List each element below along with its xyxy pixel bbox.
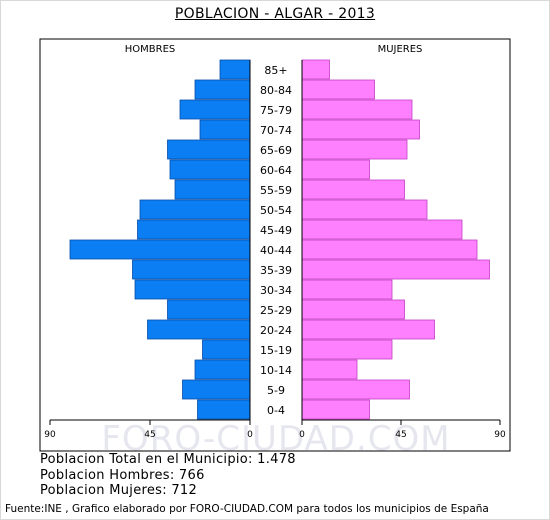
female-bar-25-29: [301, 299, 405, 320]
female-bar-30-34: [301, 279, 393, 300]
x-tick-label-5: 90: [494, 430, 506, 440]
male-bar-50-54: [139, 199, 251, 220]
age-label-55-59: 55-59: [260, 184, 292, 197]
chart-title: POBLACION - ALGAR - 2013: [174, 6, 376, 22]
female-bar-15-19: [301, 339, 393, 360]
stat-mujeres: Poblacion Mujeres: 712: [40, 483, 198, 498]
age-label-50-54: 50-54: [260, 204, 292, 217]
female-bar-60-64: [301, 159, 370, 180]
chart-frame: [39, 38, 511, 452]
male-bar-15-19: [202, 339, 251, 360]
x-tick-label-0: 90: [44, 430, 56, 440]
legend-hombres: HOMBRES: [125, 44, 176, 55]
legend-mujeres: MUJERES: [378, 44, 423, 55]
female-bar-20-24: [301, 319, 435, 340]
age-label-10-14: 10-14: [260, 364, 292, 377]
female-bar-80-84: [301, 79, 375, 100]
male-bar-35-39: [132, 259, 251, 280]
age-label-65-69: 65-69: [260, 144, 292, 157]
female-bar-75-79: [301, 99, 413, 120]
male-bar-45-49: [137, 219, 251, 240]
age-label-0-4: 0-4: [267, 404, 285, 417]
male-bar-70-74: [199, 119, 251, 140]
male-bar-30-34: [134, 279, 251, 300]
female-bar-70-74: [301, 119, 420, 140]
female-bar-50-54: [301, 199, 428, 220]
age-label-15-19: 15-19: [260, 344, 292, 357]
female-bar-55-59: [301, 179, 405, 200]
population-pyramid-chart: FORO-CIUDAD.COM HOMBRES MUJERES 85+ 80-84…: [39, 38, 511, 459]
female-bar-45-49: [301, 219, 463, 240]
male-bar-25-29: [167, 299, 251, 320]
x-tick-label-2: 0: [247, 430, 253, 440]
age-label-80-84: 80-84: [260, 84, 292, 97]
female-bar-40-44: [301, 239, 478, 260]
female-bar-85+: [301, 59, 330, 80]
age-label-35-39: 35-39: [260, 264, 292, 277]
watermark: FORO-CIUDAD.COM: [101, 419, 450, 459]
male-bar-40-44: [69, 239, 251, 260]
male-bar-75-79: [179, 99, 251, 120]
male-bar-55-59: [174, 179, 251, 200]
age-label-20-24: 20-24: [260, 324, 292, 337]
stat-hombres: Poblacion Hombres: 766: [40, 468, 205, 483]
x-tick-label-4: 45: [395, 430, 406, 440]
male-bar-10-14: [194, 359, 251, 380]
age-label-45-49: 45-49: [260, 224, 292, 237]
footer-source: Fuente:INE , Grafico elaborado por FORO-…: [5, 503, 489, 515]
x-tick-label-3: 0: [299, 430, 305, 440]
age-label-85+: 85+: [264, 64, 287, 77]
female-bar-0-4: [301, 399, 370, 420]
male-bar-65-69: [167, 139, 251, 160]
age-label-75-79: 75-79: [260, 104, 292, 117]
age-label-70-74: 70-74: [260, 124, 292, 137]
male-bar-5-9: [182, 379, 251, 400]
age-label-25-29: 25-29: [260, 304, 292, 317]
age-label-30-34: 30-34: [260, 284, 292, 297]
female-bar-10-14: [301, 359, 358, 380]
age-label-5-9: 5-9: [267, 384, 285, 397]
female-bar-5-9: [301, 379, 410, 400]
male-bar-20-24: [147, 319, 251, 340]
age-label-40-44: 40-44: [260, 244, 292, 257]
x-tick-label-1: 45: [144, 430, 155, 440]
female-bar-35-39: [301, 259, 490, 280]
male-bar-80-84: [194, 79, 251, 100]
stat-total: Poblacion Total en el Municipio: 1.478: [40, 452, 296, 467]
male-bar-60-64: [169, 159, 251, 180]
female-bar-65-69: [301, 139, 408, 160]
male-bar-85+: [219, 59, 251, 80]
male-bar-0-4: [197, 399, 251, 420]
age-label-60-64: 60-64: [260, 164, 292, 177]
